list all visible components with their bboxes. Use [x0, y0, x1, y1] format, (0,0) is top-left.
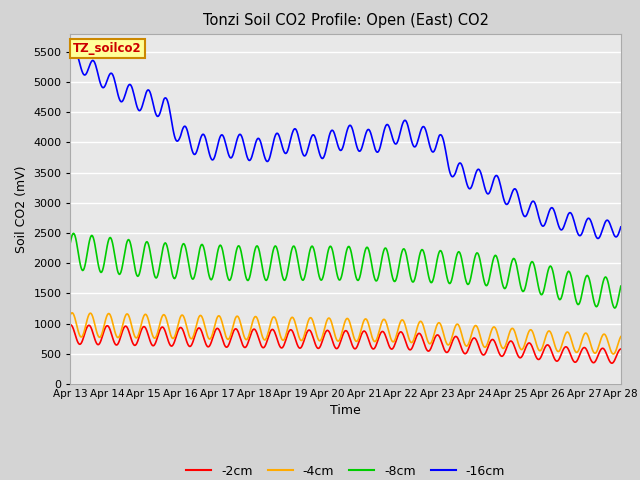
Legend: -2cm, -4cm, -8cm, -16cm: -2cm, -4cm, -8cm, -16cm	[181, 460, 510, 480]
X-axis label: Time: Time	[330, 405, 361, 418]
Y-axis label: Soil CO2 (mV): Soil CO2 (mV)	[15, 165, 28, 252]
Title: Tonzi Soil CO2 Profile: Open (East) CO2: Tonzi Soil CO2 Profile: Open (East) CO2	[203, 13, 488, 28]
Text: TZ_soilco2: TZ_soilco2	[73, 42, 142, 55]
